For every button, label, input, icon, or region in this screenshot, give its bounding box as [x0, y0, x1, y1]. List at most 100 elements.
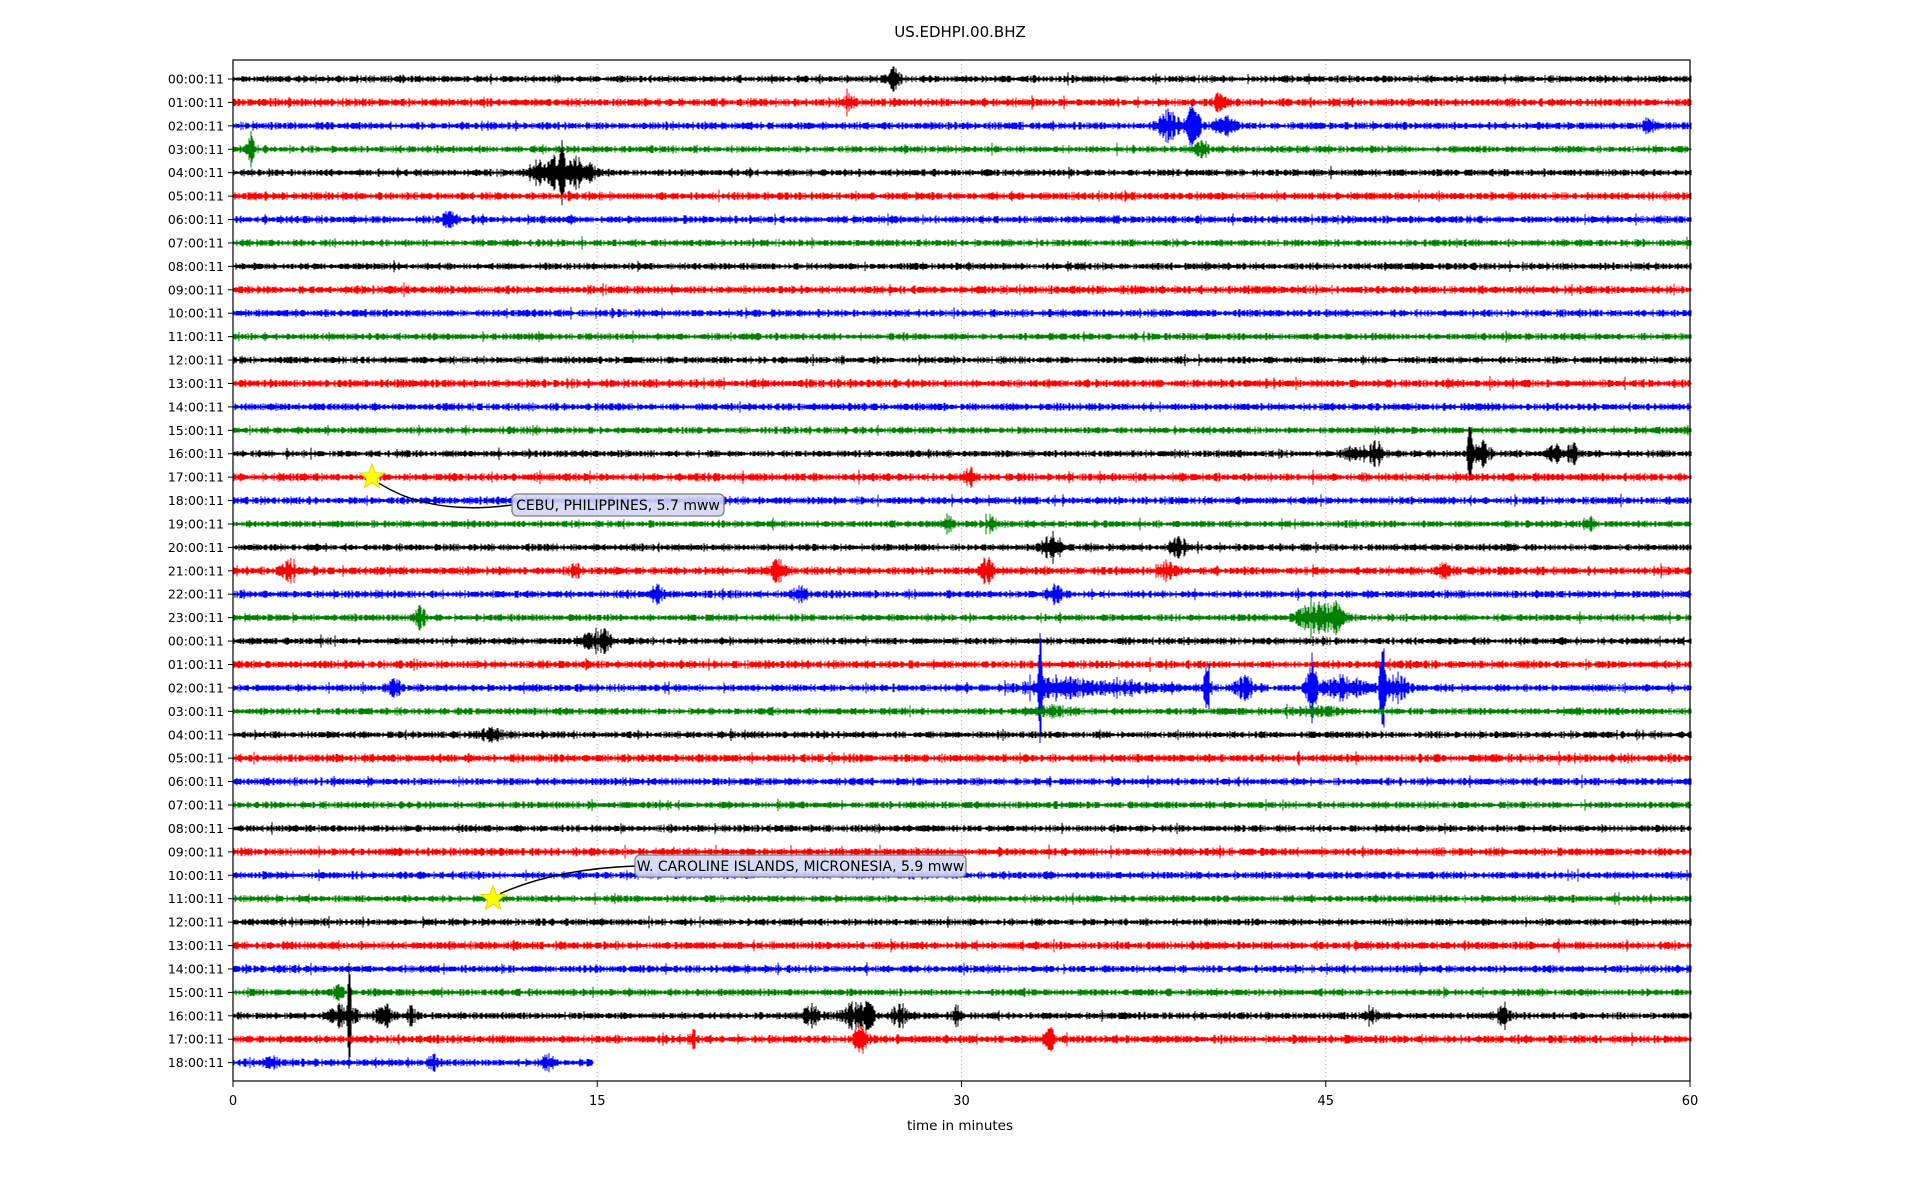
trace-row-2-02:00:11: [233, 102, 1692, 150]
row-label-6: 06:00:11: [168, 212, 224, 227]
row-label-15: 15:00:11: [168, 423, 224, 438]
trace-rows: [233, 66, 1692, 1073]
row-label-13: 13:00:11: [168, 376, 224, 391]
event-star-icon-0: [358, 462, 386, 489]
trace-row-37-13:00:11: [233, 938, 1692, 953]
row-labels: 00:00:11 01:00:11 02:00:11 03:00:11 04:00:11…: [168, 72, 233, 1070]
row-label-26: 02:00:11: [168, 680, 224, 695]
row-label-28: 04:00:11: [168, 727, 224, 742]
row-label-25: 01:00:11: [168, 657, 224, 672]
row-label-17: 17:00:11: [168, 470, 224, 485]
trace-row-9-09:00:11: [233, 282, 1692, 298]
event-label-box-0: [511, 493, 725, 517]
event-label-1: W. CAROLINE ISLANDS, MICRONESIA, 5.9 mww: [637, 859, 964, 875]
x-tick-label-60: 60: [1682, 1094, 1699, 1109]
x-tick-label-45: 45: [1317, 1094, 1334, 1109]
trace-row-24-00:00:11: [233, 627, 1692, 655]
trace-row-35-11:00:11: [233, 892, 1692, 906]
row-label-38: 14:00:11: [168, 961, 224, 976]
event-label-0: CEBU, PHILIPPINES, 5.7 mww: [516, 498, 720, 514]
trace-row-0-00:00:11: [233, 66, 1692, 92]
row-label-21: 21:00:11: [168, 563, 224, 578]
trace-row-3-03:00:11: [233, 131, 1692, 168]
trace-row-4-04:00:11: [233, 140, 1692, 206]
row-label-12: 12:00:11: [168, 353, 224, 368]
plot-title: US.EDHPI.00.BHZ: [894, 23, 1026, 41]
row-label-20: 20:00:11: [168, 540, 224, 555]
row-label-8: 08:00:11: [168, 259, 224, 274]
event-connector-0: [378, 482, 513, 509]
row-label-18: 18:00:11: [168, 493, 224, 508]
trace-row-32-08:00:11: [233, 822, 1692, 835]
trace-row-21-21:00:11: [233, 557, 1692, 585]
trace-row-13-13:00:11: [233, 376, 1692, 391]
row-label-36: 12:00:11: [168, 915, 224, 930]
trace-row-25-01:00:11: [233, 657, 1692, 672]
trace-row-26-02:00:11: [233, 632, 1692, 743]
trace-row-22-22:00:11: [233, 583, 1692, 606]
trace-row-23-23:00:11: [233, 596, 1692, 639]
trace-row-41-17:00:11: [233, 1024, 1692, 1054]
row-label-3: 03:00:11: [168, 142, 224, 157]
row-label-32: 08:00:11: [168, 821, 224, 836]
trace-row-36-12:00:11: [233, 915, 1692, 929]
trace-row-38-14:00:11: [233, 962, 1692, 976]
trace-row-7-07:00:11: [233, 236, 1692, 250]
row-label-14: 14:00:11: [168, 399, 224, 414]
trace-row-12-12:00:11: [233, 353, 1692, 367]
row-label-10: 10:00:11: [168, 306, 224, 321]
trace-row-16-16:00:11: [233, 426, 1692, 481]
row-label-7: 07:00:11: [168, 235, 224, 250]
trace-row-14-14:00:11: [233, 401, 1692, 413]
x-tick-label-15: 15: [589, 1094, 606, 1109]
trace-row-30-06:00:11: [233, 774, 1692, 789]
trace-row-19-19:00:11: [233, 513, 1692, 535]
x-tick-label-0: 0: [229, 1094, 237, 1109]
row-label-27: 03:00:11: [168, 704, 224, 719]
trace-row-11-11:00:11: [233, 330, 1692, 343]
row-label-29: 05:00:11: [168, 751, 224, 766]
row-label-24: 00:00:11: [168, 634, 224, 649]
trace-row-6-06:00:11: [233, 210, 1692, 229]
row-label-0: 00:00:11: [168, 72, 224, 87]
trace-row-1-01:00:11: [233, 88, 1692, 117]
trace-row-33-09:00:11: [233, 844, 1692, 860]
row-label-42: 18:00:11: [168, 1055, 224, 1070]
trace-row-39-15:00:11: [233, 984, 1692, 1001]
x-axis: 0 15 30 45 60: [229, 1081, 1698, 1109]
trace-row-20-20:00:11: [233, 530, 1692, 564]
event-label-box-1: [634, 854, 967, 878]
row-label-30: 06:00:11: [168, 774, 224, 789]
row-label-37: 13:00:11: [168, 938, 224, 953]
row-label-2: 02:00:11: [168, 118, 224, 133]
row-label-4: 04:00:11: [168, 165, 224, 180]
trace-row-40-16:00:11: [233, 963, 1692, 1069]
trace-row-15-15:00:11: [233, 424, 1692, 436]
row-label-23: 23:00:11: [168, 610, 224, 625]
row-label-9: 09:00:11: [168, 282, 224, 297]
trace-row-5-05:00:11: [233, 189, 1692, 203]
row-label-5: 05:00:11: [168, 189, 224, 204]
trace-row-42-18:00:11: [233, 1053, 594, 1073]
trace-row-31-07:00:11: [233, 798, 1692, 812]
trace-row-18-18:00:11: [233, 493, 1692, 508]
event-annotations: CEBU, PHILIPPINES, 5.7 mww W. CAROLINE IS…: [358, 462, 967, 911]
trace-row-29-05:00:11: [233, 750, 1692, 766]
row-label-33: 09:00:11: [168, 844, 224, 859]
row-label-16: 16:00:11: [168, 446, 224, 461]
row-label-1: 01:00:11: [168, 95, 224, 110]
row-label-39: 15:00:11: [168, 985, 224, 1000]
x-tick-label-30: 30: [953, 1094, 970, 1109]
row-label-22: 22:00:11: [168, 587, 224, 602]
row-label-34: 10:00:11: [168, 868, 224, 883]
row-label-11: 11:00:11: [168, 329, 224, 344]
row-label-31: 07:00:11: [168, 798, 224, 813]
trace-row-17-17:00:11: [233, 466, 1692, 488]
event-star-icon-1: [479, 884, 507, 911]
row-label-19: 19:00:11: [168, 516, 224, 531]
row-label-35: 11:00:11: [168, 891, 224, 906]
trace-row-8-08:00:11: [233, 260, 1692, 273]
event-connector-1: [499, 865, 636, 895]
